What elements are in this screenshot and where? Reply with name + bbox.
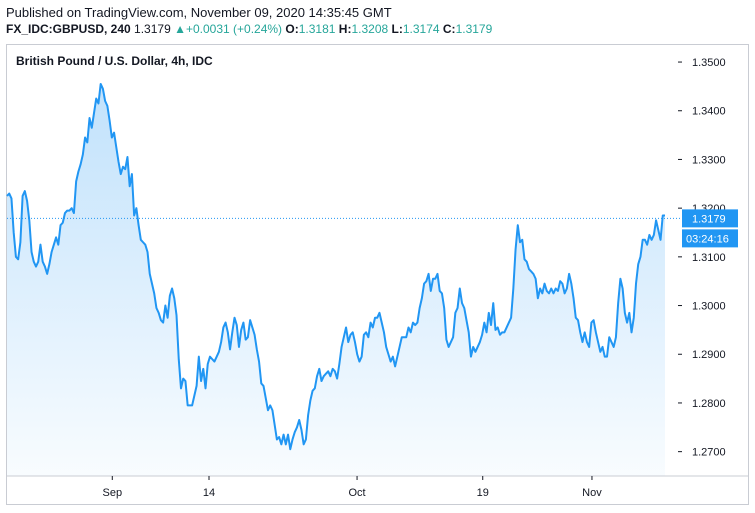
- last-price-value: 1.3179: [134, 22, 171, 36]
- close-value: 1.3179: [455, 22, 493, 36]
- countdown-badge: [682, 229, 738, 248]
- y-tick-label: 1.2800: [692, 398, 726, 410]
- series-area-fill: [7, 83, 665, 477]
- low-value: 1.3174: [402, 22, 440, 36]
- change-value: +0.0031 (+0.24%): [185, 22, 283, 36]
- chart-title: British Pound / U.S. Dollar, 4h, IDC: [16, 54, 213, 68]
- x-tick-label: Sep: [102, 487, 122, 499]
- high-value: 1.3208: [351, 22, 389, 36]
- y-tick-label: 1.3100: [692, 252, 726, 264]
- symbol-label: FX_IDC:GBPUSD, 240: [6, 22, 131, 36]
- x-tick-label: 19: [477, 487, 489, 499]
- x-tick-label: Nov: [582, 487, 602, 499]
- x-tick-label: Oct: [348, 487, 365, 499]
- high-label: H:: [338, 22, 352, 36]
- chart-frame: [6, 44, 749, 505]
- chart-header: Published on TradingView.com, November 0…: [0, 0, 755, 40]
- published-note: Published on TradingView.com, November 0…: [6, 5, 392, 20]
- y-tick-label: 1.2700: [692, 447, 726, 459]
- y-tick-label: 1.3000: [692, 301, 726, 313]
- y-tick-label: 1.2900: [692, 349, 726, 361]
- last-price-badge-label: 1.3179: [692, 213, 726, 225]
- series-line: [6, 82, 665, 451]
- last-price-badge: [682, 209, 738, 228]
- y-tick-label: 1.3300: [692, 154, 726, 166]
- y-tick-label: 1.3500: [692, 57, 726, 69]
- y-tick-label: 1.3400: [692, 106, 726, 118]
- x-tick-label: 14: [203, 487, 215, 499]
- open-label: O:: [285, 22, 299, 36]
- quote-line: FX_IDC:GBPUSD, 240 1.3179 ▲+0.0031 (+0.2…: [6, 22, 492, 36]
- open-value: 1.3181: [298, 22, 336, 36]
- low-label: L:: [391, 22, 403, 36]
- countdown-badge-label: 03:24:16: [686, 233, 729, 245]
- change-up-icon: ▲: [174, 22, 186, 36]
- close-label: C:: [442, 22, 456, 36]
